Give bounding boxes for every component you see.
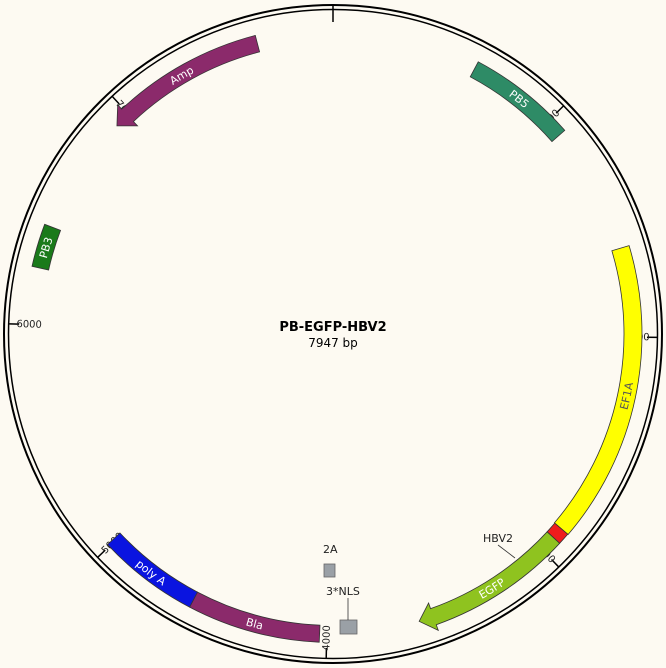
tick-mark-5000 (97, 549, 106, 558)
tick-mark-7000 (111, 96, 120, 105)
pb3-label: PB3 (37, 235, 56, 259)
tick-label-6000: 6000 (16, 319, 42, 331)
2a-label: 2A (323, 543, 338, 556)
plasmid-size: 7947 bp (308, 336, 358, 350)
plasmid-name: PB-EGFP-HBV2 (279, 320, 386, 335)
hbv2-leader-line (497, 544, 516, 559)
3nls-label: 3*NLS (326, 585, 360, 598)
tick-mark-3000 (550, 558, 560, 568)
3nls-marker (339, 619, 358, 635)
bla-label: Bla (244, 615, 264, 632)
2a-marker (323, 563, 336, 578)
pb5-feature-arc (469, 61, 566, 143)
tick-mark-1000 (555, 105, 564, 114)
ef1a-label: EF1A (618, 381, 636, 411)
hbv2-label: HBV2 (483, 532, 513, 545)
pb3-feature-arc (31, 223, 62, 271)
amp-feature-arc (116, 34, 261, 127)
tick-label-4000: 4000 (321, 625, 333, 651)
egfp-feature-arc (418, 531, 561, 632)
polya-feature-arc (106, 532, 199, 608)
